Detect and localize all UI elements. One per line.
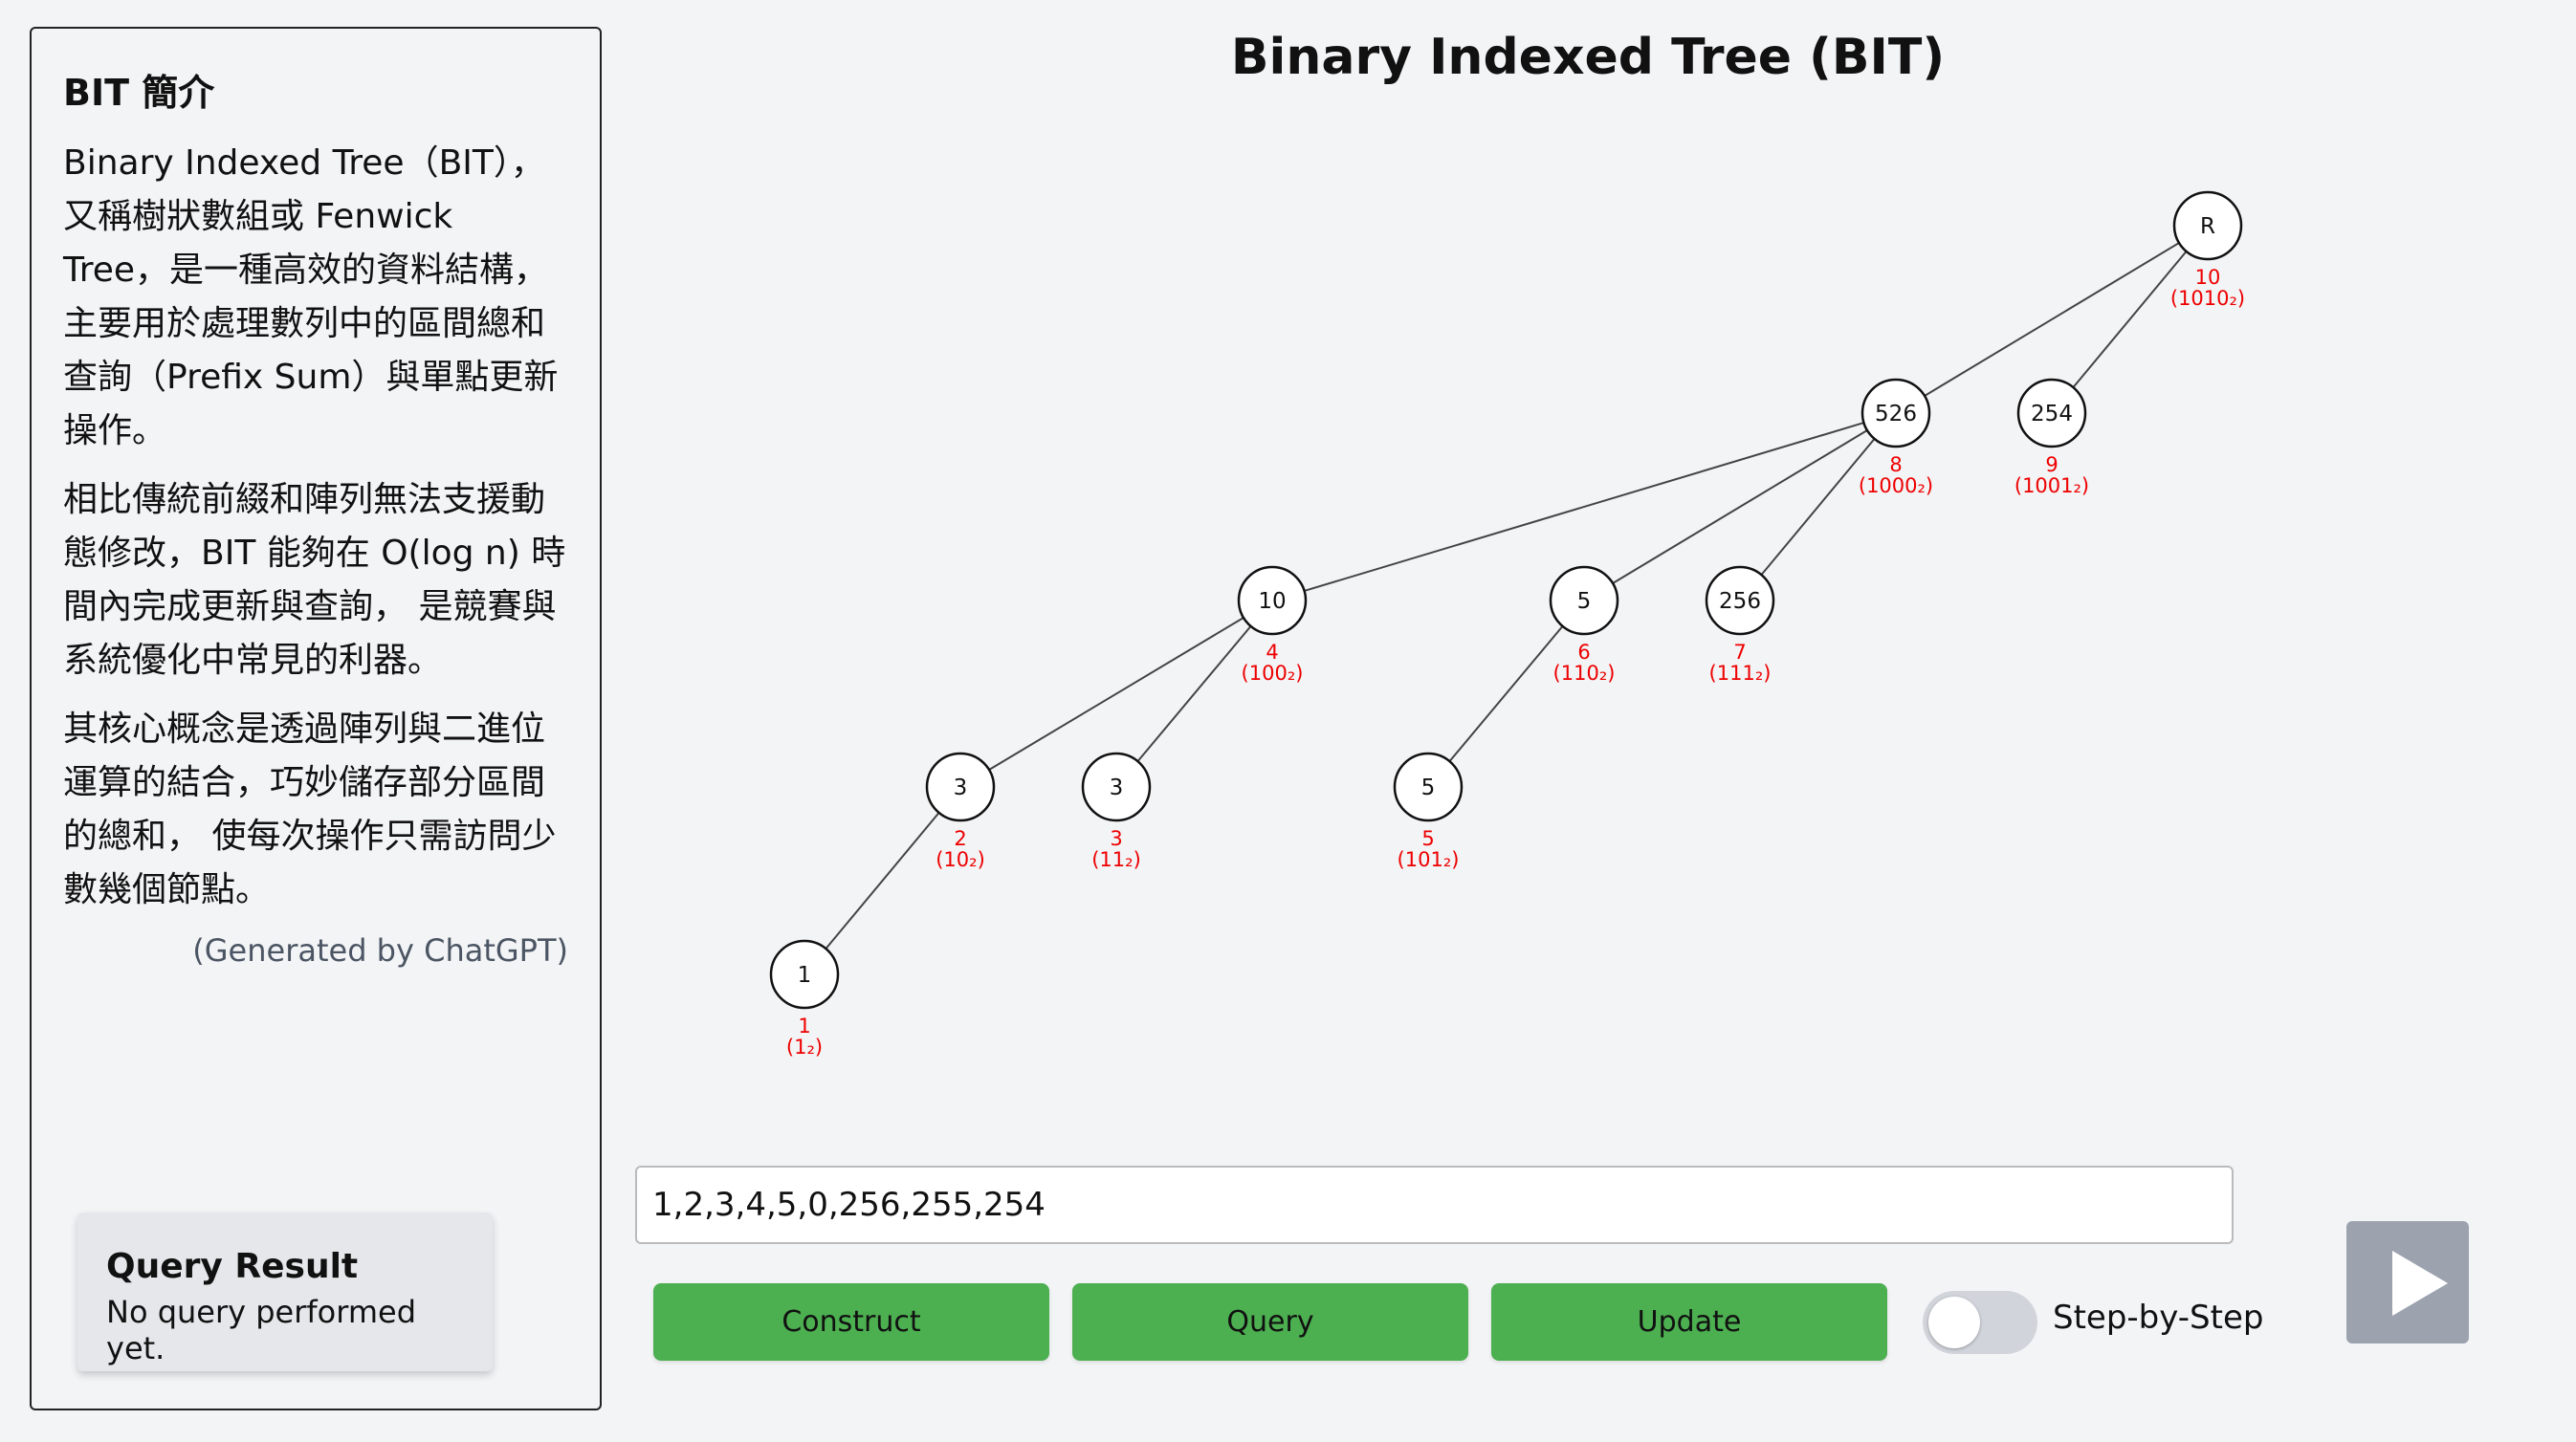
tree-node-circle (769, 939, 840, 1010)
tree-node-circle (1393, 752, 1464, 822)
tree-node-circle (1549, 565, 1619, 636)
tree-node[interactable]: 55(101₂) (1393, 752, 1464, 871)
tree-node-circle (2016, 378, 2087, 448)
tree-node-value: R (2200, 214, 2215, 239)
tree-node-value: 3 (954, 776, 968, 800)
tree-node-value: 526 (1875, 402, 1917, 426)
tree-edge (988, 617, 1244, 771)
intro-panel: BIT 簡介 Binary Indexed Tree（BIT），又稱樹狀數組或 … (30, 27, 602, 1410)
intro-heading: BIT 簡介 (63, 72, 215, 114)
tree-node-binary: (11₂) (1091, 848, 1141, 871)
tree-node-binary: (1000₂) (1859, 474, 1933, 497)
tree-edge (825, 812, 940, 950)
tree-edge (2072, 251, 2188, 388)
step-by-step-toggle[interactable] (1923, 1291, 2037, 1354)
tree-node-value: 3 (1110, 776, 1124, 800)
tree-node-index: 9 (2045, 453, 2058, 476)
tree-node-index: 6 (1577, 641, 1590, 664)
page-title: Binary Indexed Tree (BIT) (1230, 29, 1946, 86)
tree-node-index: 3 (1110, 827, 1122, 850)
tree-node-binary: (101₂) (1398, 848, 1460, 871)
tree-edge (1760, 438, 1876, 576)
intro-paragraph-2: 相比傳統前綴和陣列無法支援動態修改，BIT 能夠在 O(log n) 時間內完成… (63, 480, 566, 680)
tree-node-value: 1 (798, 963, 812, 988)
tree-edge (1136, 625, 1252, 762)
tree-node-circle (1860, 378, 1931, 448)
tree-node[interactable]: 10 4(100₂) (1237, 565, 1308, 685)
query-result-title: Query Result (106, 1247, 359, 1286)
tree-node-index: 2 (954, 827, 966, 850)
tree-node-binary: (1010₂) (2170, 287, 2245, 310)
tree-node-index: 7 (1733, 641, 1746, 664)
tree-node-binary: (110₂) (1553, 662, 1616, 685)
play-icon (2392, 1251, 2448, 1316)
tree-node[interactable]: 33(11₂) (1081, 752, 1152, 871)
tree-node-binary: (1₂) (786, 1036, 823, 1059)
step-by-step-label: Step-by-Step (2053, 1299, 2264, 1337)
tree-node[interactable]: 3 2(10₂) (925, 752, 996, 871)
tree-edge (1924, 242, 2180, 397)
toggle-knob (1928, 1297, 1980, 1348)
tree-edge (1612, 429, 1868, 584)
update-button[interactable]: Update (1491, 1283, 1887, 1361)
tree-node-circle (1081, 752, 1152, 822)
query-button[interactable]: Query (1072, 1283, 1468, 1361)
tree-node[interactable]: R 10(1010₂) (2170, 190, 2245, 310)
tree-node-circle (1705, 565, 1775, 636)
tree-node-value: 10 (1258, 589, 1286, 614)
intro-paragraph-1: Binary Indexed Tree（BIT），又稱樹狀數組或 Fenwick… (63, 143, 559, 450)
tree-node-binary: (1001₂) (2015, 474, 2089, 497)
tree-node[interactable]: 256 7(111₂) (1705, 565, 1775, 685)
query-result-card: Query Result No query performed yet. (77, 1213, 493, 1371)
tree-node-circle (925, 752, 996, 822)
tree-node-circle (1237, 565, 1308, 636)
tree-node[interactable]: 526 8(1000₂) (1859, 378, 1933, 497)
tree-node-binary: (10₂) (936, 848, 985, 871)
tree-node[interactable]: 11(1₂) (769, 939, 840, 1059)
tree-node-value: 5 (1577, 589, 1592, 614)
tree-node-index: 4 (1266, 641, 1278, 664)
tree-node-circle (2172, 190, 2243, 261)
tree-node-index: 5 (1421, 827, 1434, 850)
tree-node-index: 1 (798, 1015, 810, 1038)
bit-tree-diagram: R10(1010₂)5268(1000₂)2549(1001₂)104(100₂… (769, 190, 2245, 1059)
tree-edge (1448, 625, 1564, 762)
tree-node-value: 254 (2031, 402, 2073, 426)
array-input[interactable] (635, 1166, 2234, 1244)
tree-node-binary: (111₂) (1709, 662, 1772, 685)
tree-node[interactable]: 254 9(1001₂) (2015, 378, 2089, 497)
tree-node-value: 256 (1719, 589, 1761, 614)
construct-button[interactable]: Construct (653, 1283, 1049, 1361)
tree-node-value: 5 (1421, 776, 1436, 800)
tree-node-index: 8 (1889, 453, 1902, 476)
tree-node[interactable]: 5 6(110₂) (1549, 565, 1619, 685)
tree-node-binary: (100₂) (1242, 662, 1304, 685)
tree-node-index: 10 (2195, 266, 2221, 289)
intro-paragraph-3: 其核心概念是透過陣列與二進位運算的結合，巧妙儲存部分區間的總和， 使每次操作只需… (63, 710, 557, 909)
intro-credit: (Generated by ChatGPT) (192, 932, 568, 969)
tree-edge (1304, 422, 1864, 592)
query-result-value: No query performed yet. (106, 1294, 416, 1366)
play-button[interactable] (2346, 1221, 2469, 1344)
